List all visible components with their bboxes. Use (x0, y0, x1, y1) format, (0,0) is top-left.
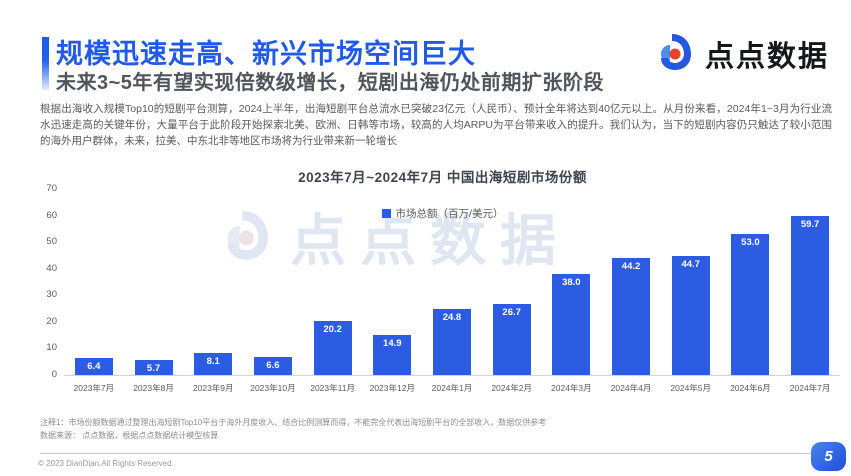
bar-group: 44.2 (601, 190, 661, 375)
x-tick-label: 2024年5月 (670, 383, 712, 393)
brand-logo-text: 点点数据 (704, 40, 829, 73)
y-tick-label: 20 (46, 315, 57, 327)
bar-group: 38.0 (542, 190, 602, 375)
bar: 6.4 (74, 358, 113, 375)
x-tick-label: 2023年10月 (250, 383, 296, 393)
x-tick-label: 2023年11月 (310, 383, 355, 393)
bar-value-label: 20.2 (323, 324, 342, 336)
bar: 53.0 (731, 234, 770, 375)
bar: 24.8 (432, 309, 471, 375)
bar-group: 59.7 (780, 190, 840, 375)
bar-group: 8.1 (183, 190, 243, 375)
bar-value-label: 6.4 (87, 361, 101, 372)
y-tick-label: 70 (46, 183, 57, 194)
bar-value-label: 53.0 (741, 237, 760, 249)
plot-area: 0 10 20 30 40 50 60 70 点点数据 6.4 5.7 8.1 6.6 20.2 14.… (46, 184, 840, 380)
x-tick-label: 2023年9月 (192, 383, 234, 393)
y-tick-label: 10 (46, 342, 57, 354)
y-tick-label: 40 (46, 262, 57, 274)
bar: 38.0 (552, 274, 591, 375)
bar: 26.7 (492, 304, 531, 375)
y-tick-label: 50 (46, 236, 57, 248)
bar-group: 26.7 (482, 190, 542, 375)
intro-paragraph: 根据出海收入规模Top10的短剧平台测算，2024上半年，出海短剧平台总流水已突… (40, 103, 832, 147)
bar-value-label: 8.1 (206, 356, 220, 368)
x-tick-label: 2024年7月 (789, 383, 831, 393)
bar: 59.7 (791, 216, 830, 375)
x-tick-label: 2024年1月 (431, 383, 473, 393)
bar-group: 24.8 (422, 190, 482, 375)
x-tick-label: 2023年8月 (133, 383, 174, 393)
bar-value-label: 14.9 (383, 338, 402, 350)
bars: 6.4 5.7 8.1 6.6 20.2 14.9 24.8 26.7 38.0 44.2 44.7… (64, 190, 840, 375)
diandian-logo-icon (651, 28, 697, 79)
bar: 6.6 (253, 357, 292, 375)
bar-group: 53.0 (721, 190, 781, 375)
bar-value-label: 59.7 (800, 219, 820, 231)
bar-group: 14.9 (362, 190, 422, 375)
bar-group: 6.4 (64, 190, 124, 375)
x-tick-label: 2024年3月 (551, 383, 592, 393)
bar-group: 20.2 (303, 190, 363, 375)
bar: 14.9 (373, 335, 412, 375)
bar-value-label: 6.6 (266, 360, 280, 372)
x-tick-label: 2023年12月 (369, 383, 415, 393)
x-axis-labels: 2023年7月 2023年8月 2023年9月 2023年10月 2023年11月 202… (64, 382, 840, 394)
footnote-line: 注释1：市场份额数据通过整理出海短剧Top10平台于海外月度收入、结合比例测算而… (40, 418, 547, 427)
x-tick-label: 2024年4月 (610, 383, 652, 393)
page-number: 5 (824, 448, 833, 465)
footnotes: 注释1：市场份额数据通过整理出海短剧Top10平台于海外月度收入、结合比例测算而… (40, 416, 546, 442)
bar: 5.7 (134, 359, 173, 375)
page-number-badge: 5 (811, 442, 846, 471)
page-subtitle: 未来3~5年有望实现倍数级增长，短剧出海仍处前期扩张阶段 (56, 72, 604, 94)
bar-group: 6.6 (243, 190, 303, 375)
bar-value-label: 5.7 (146, 362, 161, 374)
bar: 8.1 (194, 353, 233, 375)
bar-value-label: 26.7 (502, 307, 521, 319)
footer-divider (40, 453, 845, 454)
page-title: 规模迅速走高、新兴市场空间巨大 (56, 39, 476, 69)
copyright-text: © 2023 DianDian.All Rights Reserved. (38, 459, 174, 468)
brand-logo: 点点数据 (651, 28, 829, 79)
bar-value-label: 38.0 (562, 277, 581, 289)
bar-value-label: 24.8 (442, 312, 462, 324)
bar: 20.2 (313, 321, 352, 375)
y-tick-label: 0 (51, 369, 57, 380)
x-tick-label: 2024年6月 (730, 383, 771, 393)
y-tick-label: 60 (46, 209, 57, 221)
bar-value-label: 44.2 (621, 260, 641, 272)
bar: 44.2 (612, 257, 651, 375)
x-tick-label: 2024年2月 (491, 383, 532, 393)
bar: 44.7 (671, 256, 710, 375)
footnote-line: 数据来源： 点点数据，根据点点数据统计模型核算 (40, 431, 219, 440)
bar-value-label: 44.7 (681, 259, 700, 271)
bar-group: 44.7 (661, 190, 721, 375)
title-accent-bar (42, 37, 49, 90)
x-tick-label: 2023年7月 (73, 383, 115, 393)
bar-group: 5.7 (124, 190, 184, 375)
chart-title: 2023年7月~2024年7月 中国出海短剧市场份额 (298, 170, 587, 185)
y-tick-label: 30 (46, 289, 57, 301)
bar-chart: 2023年7月~2024年7月 中国出海短剧市场份额 市场总额（百万/美元） 0… (40, 160, 845, 408)
